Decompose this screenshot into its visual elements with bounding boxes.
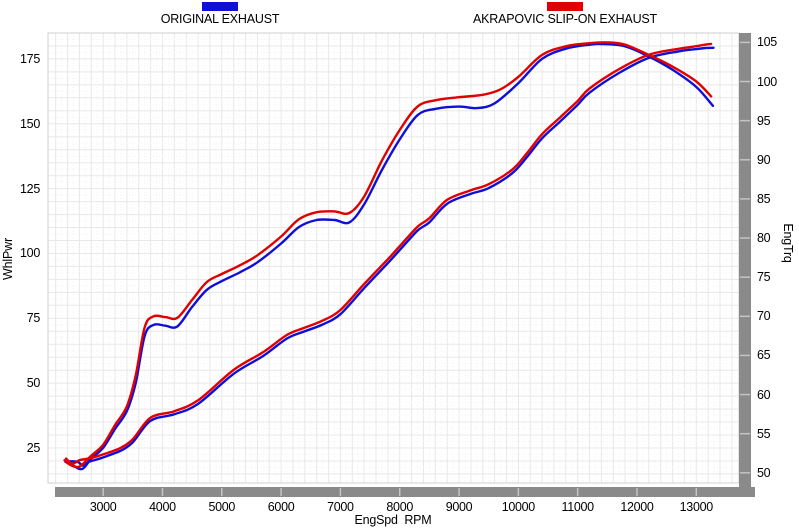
legend-swatch-red bbox=[547, 2, 583, 11]
x-tick-label: 6000 bbox=[267, 500, 295, 514]
right-tick-label: 85 bbox=[757, 191, 771, 206]
curve-original-exhaust-whlpwr bbox=[64, 46, 715, 467]
legend-item-akrapovic: AKRAPOVIC SLIP-ON EXHAUST bbox=[473, 2, 657, 26]
left-tick-label: 75 bbox=[26, 311, 41, 326]
right-tick-label: 90 bbox=[757, 152, 771, 167]
left-tick-label: 100 bbox=[20, 246, 40, 261]
x-tick-label: 8000 bbox=[386, 500, 414, 514]
x-tick-label: 9000 bbox=[445, 500, 473, 514]
x-tick-label: 13000 bbox=[679, 500, 714, 514]
right-tick-label: 80 bbox=[757, 231, 771, 246]
left-tick-label: 150 bbox=[20, 116, 40, 131]
x-tick-label: 7000 bbox=[327, 500, 354, 514]
left-tick-label: 25 bbox=[26, 440, 41, 455]
x-tick-label: 3000 bbox=[89, 500, 117, 514]
right-tick-label: 100 bbox=[757, 74, 777, 89]
x-tick-label: 4000 bbox=[149, 500, 176, 514]
curve-akrapovic-slip-on-exhaust-engtrq bbox=[63, 41, 713, 469]
curve-original-exhaust-engtrq bbox=[64, 42, 715, 471]
x-tick-label: 5000 bbox=[208, 500, 236, 514]
right-tick-label: 105 bbox=[757, 35, 777, 50]
left-tick-label: 175 bbox=[20, 51, 40, 66]
bottom-axis-scrollbar[interactable] bbox=[55, 487, 755, 497]
right-tick-label: 60 bbox=[757, 387, 771, 402]
x-tick-label: 11000 bbox=[561, 500, 594, 514]
legend-label-akrapovic: AKRAPOVIC SLIP-ON EXHAUST bbox=[473, 12, 657, 26]
x-tick-label: 10000 bbox=[501, 500, 536, 514]
left-tick-label: 125 bbox=[20, 181, 40, 196]
right-axis-title: EngTrq bbox=[781, 223, 795, 263]
legend-label-original: ORIGINAL EXHAUST bbox=[160, 12, 280, 26]
right-tick-label: 65 bbox=[757, 348, 771, 363]
x-axis-title: EngSpd RPM bbox=[354, 513, 432, 527]
legend-swatch-blue bbox=[202, 2, 238, 11]
left-tick-label: 50 bbox=[26, 376, 41, 391]
right-tick-label: 50 bbox=[757, 465, 771, 480]
right-tick-label: 75 bbox=[757, 270, 771, 285]
legend-item-original: ORIGINAL EXHAUST bbox=[150, 2, 290, 26]
curve-akrapovic-slip-on-exhaust-whlpwr bbox=[64, 42, 713, 465]
right-tick-label: 70 bbox=[757, 309, 771, 324]
x-tick-label: 12000 bbox=[620, 500, 654, 514]
right-tick-label: 55 bbox=[757, 426, 771, 441]
right-axis-scrollbar[interactable] bbox=[739, 33, 751, 497]
right-tick-label: 95 bbox=[757, 113, 771, 128]
